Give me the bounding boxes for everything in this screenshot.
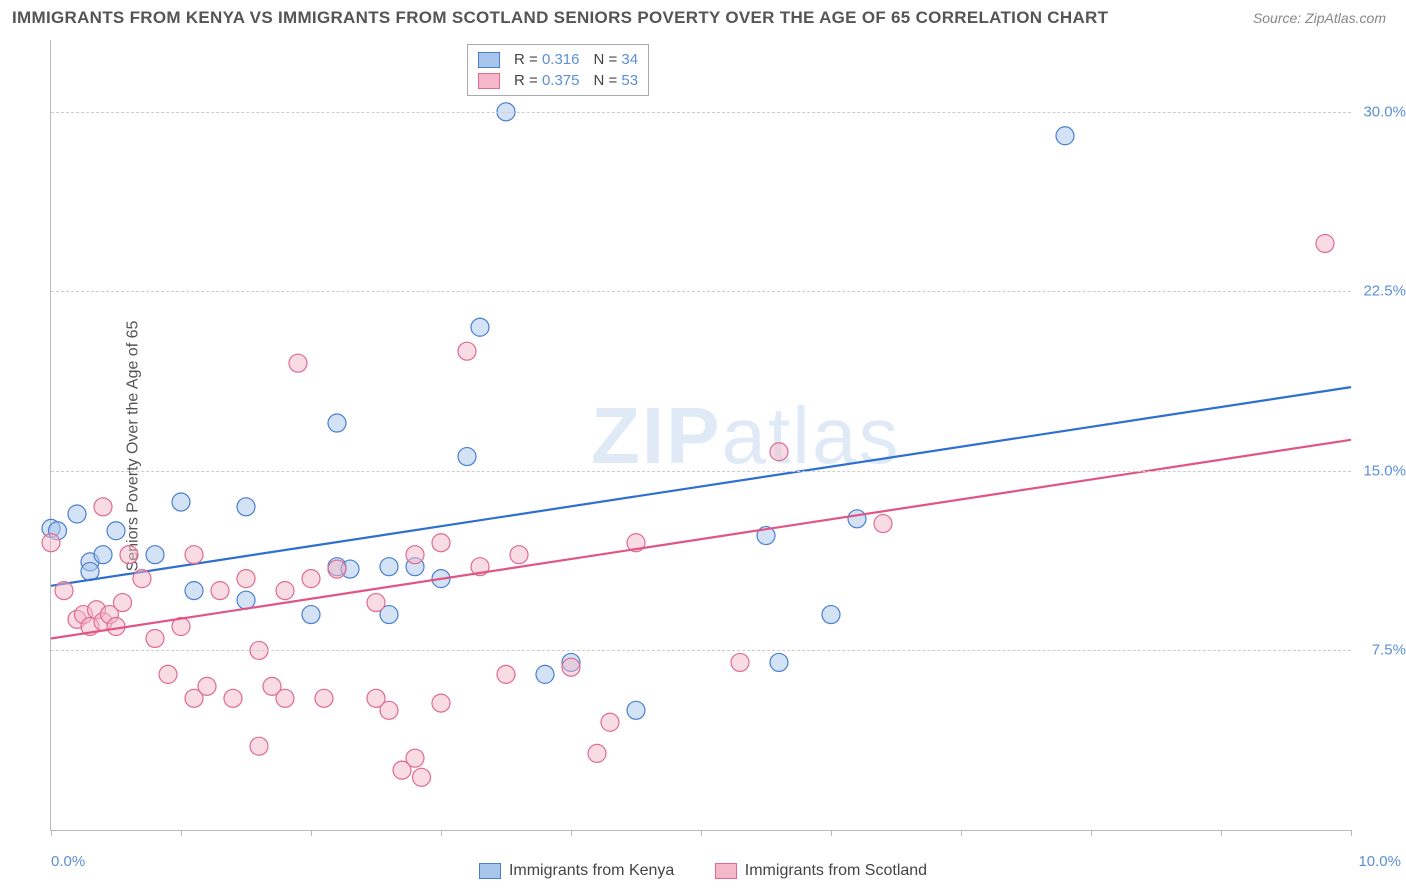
gridline xyxy=(51,471,1351,472)
legend-label-scotland: Immigrants from Scotland xyxy=(745,862,927,880)
data-point-kenya xyxy=(146,546,164,564)
data-point-scotland xyxy=(1316,234,1334,252)
data-point-kenya xyxy=(237,591,255,609)
data-point-scotland xyxy=(315,689,333,707)
data-point-kenya xyxy=(328,414,346,432)
data-point-kenya xyxy=(380,558,398,576)
data-point-scotland xyxy=(432,694,450,712)
data-point-scotland xyxy=(276,689,294,707)
y-tick-label: 22.5% xyxy=(1356,283,1406,300)
data-point-kenya xyxy=(1056,127,1074,145)
trend-line-kenya xyxy=(51,387,1351,586)
data-point-scotland xyxy=(497,665,515,683)
x-tick xyxy=(51,830,52,836)
data-point-scotland xyxy=(146,629,164,647)
data-point-scotland xyxy=(237,570,255,588)
data-point-scotland xyxy=(198,677,216,695)
data-point-scotland xyxy=(874,515,892,533)
data-point-kenya xyxy=(107,522,125,540)
x-tick xyxy=(1351,830,1352,836)
data-point-kenya xyxy=(94,546,112,564)
data-point-kenya xyxy=(458,448,476,466)
data-point-kenya xyxy=(81,562,99,580)
plot-svg xyxy=(51,40,1351,830)
data-point-scotland xyxy=(55,582,73,600)
plot-area: ZIPatlas 7.5%15.0%22.5%30.0%0.0%10.0%R =… xyxy=(50,40,1351,831)
data-point-scotland xyxy=(406,749,424,767)
y-tick-label: 7.5% xyxy=(1356,642,1406,659)
data-point-scotland xyxy=(562,658,580,676)
source-attribution: Source: ZipAtlas.com xyxy=(1253,10,1386,26)
x-tick xyxy=(961,830,962,836)
data-point-scotland xyxy=(224,689,242,707)
data-point-kenya xyxy=(237,498,255,516)
data-point-scotland xyxy=(211,582,229,600)
data-point-scotland xyxy=(328,560,346,578)
data-point-kenya xyxy=(627,701,645,719)
data-point-kenya xyxy=(471,318,489,336)
data-point-scotland xyxy=(250,737,268,755)
data-point-kenya xyxy=(822,606,840,624)
gridline xyxy=(51,112,1351,113)
data-point-scotland xyxy=(406,546,424,564)
data-point-scotland xyxy=(94,498,112,516)
x-tick xyxy=(181,830,182,836)
x-tick xyxy=(1091,830,1092,836)
data-point-scotland xyxy=(510,546,528,564)
data-point-scotland xyxy=(601,713,619,731)
x-tick xyxy=(571,830,572,836)
legend-label-kenya: Immigrants from Kenya xyxy=(509,862,674,880)
data-point-kenya xyxy=(302,606,320,624)
swatch-scotland xyxy=(715,863,737,879)
legend-bottom: Immigrants from Kenya Immigrants from Sc… xyxy=(0,862,1406,884)
legend-item-scotland: Immigrants from Scotland xyxy=(715,862,927,880)
trend-line-scotland xyxy=(51,440,1351,639)
data-point-kenya xyxy=(68,505,86,523)
y-tick-label: 15.0% xyxy=(1356,462,1406,479)
legend-stats: R = 0.316 N = 34 R = 0.375 N = 53 xyxy=(467,44,649,96)
data-point-scotland xyxy=(120,546,138,564)
data-point-kenya xyxy=(172,493,190,511)
data-point-scotland xyxy=(133,570,151,588)
legend-item-kenya: Immigrants from Kenya xyxy=(479,862,674,880)
legend-stats-row-scotland: R = 0.375 N = 53 xyxy=(478,70,638,91)
data-point-kenya xyxy=(536,665,554,683)
swatch-icon xyxy=(478,73,500,89)
x-tick xyxy=(441,830,442,836)
x-tick xyxy=(1221,830,1222,836)
gridline xyxy=(51,650,1351,651)
chart-title: IMMIGRANTS FROM KENYA VS IMMIGRANTS FROM… xyxy=(12,8,1108,28)
data-point-scotland xyxy=(432,534,450,552)
x-tick xyxy=(701,830,702,836)
n-label: N = 53 xyxy=(593,72,638,89)
swatch-icon xyxy=(478,52,500,68)
data-point-kenya xyxy=(770,653,788,671)
data-point-scotland xyxy=(42,534,60,552)
data-point-scotland xyxy=(731,653,749,671)
n-label: N = 34 xyxy=(593,51,638,68)
data-point-scotland xyxy=(367,594,385,612)
data-point-scotland xyxy=(770,443,788,461)
y-tick-label: 30.0% xyxy=(1356,103,1406,120)
data-point-scotland xyxy=(276,582,294,600)
data-point-kenya xyxy=(848,510,866,528)
data-point-scotland xyxy=(380,701,398,719)
data-point-scotland xyxy=(185,546,203,564)
x-tick xyxy=(311,830,312,836)
data-point-scotland xyxy=(114,594,132,612)
data-point-scotland xyxy=(588,744,606,762)
data-point-scotland xyxy=(413,768,431,786)
data-point-kenya xyxy=(185,582,203,600)
r-label: R = 0.316 xyxy=(514,51,579,68)
r-label: R = 0.375 xyxy=(514,72,579,89)
gridline xyxy=(51,291,1351,292)
x-tick xyxy=(831,830,832,836)
swatch-kenya xyxy=(479,863,501,879)
legend-stats-row-kenya: R = 0.316 N = 34 xyxy=(478,49,638,70)
data-point-scotland xyxy=(289,354,307,372)
data-point-scotland xyxy=(458,342,476,360)
data-point-scotland xyxy=(302,570,320,588)
data-point-scotland xyxy=(159,665,177,683)
